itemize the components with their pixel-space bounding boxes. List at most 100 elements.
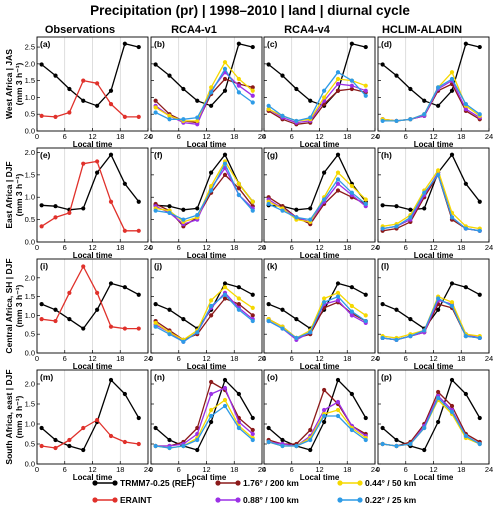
data-point	[294, 443, 299, 449]
x-tick-label: 0	[35, 354, 39, 363]
data-point	[81, 161, 86, 166]
data-point	[449, 88, 455, 93]
data-point	[39, 203, 44, 208]
data-point	[222, 152, 228, 157]
data-point	[136, 441, 141, 447]
data-point	[335, 290, 341, 295]
data-point	[449, 377, 455, 383]
data-point	[266, 439, 271, 445]
data-point	[53, 445, 58, 451]
series-line	[41, 79, 139, 118]
data-point	[122, 114, 127, 119]
series-line	[41, 282, 140, 330]
series-trmm7-0-25-ref	[266, 377, 368, 453]
data-point	[209, 407, 214, 413]
data-point	[181, 86, 186, 92]
panel-o: 0 6 12 18 24 Local time (o)	[262, 369, 379, 482]
data-point	[394, 73, 399, 78]
data-point	[250, 100, 255, 105]
data-point	[363, 44, 368, 50]
panel-label: (n)	[154, 372, 165, 382]
x-tick-label: 6	[404, 243, 408, 252]
data-point	[153, 62, 158, 67]
data-point	[436, 103, 441, 108]
data-point	[449, 70, 455, 75]
data-point	[422, 98, 427, 103]
x-tick-label: 24	[485, 243, 493, 252]
data-point	[236, 307, 241, 312]
data-point	[181, 317, 186, 322]
data-point	[322, 170, 327, 175]
data-point	[108, 377, 114, 383]
row-label-unit: (mm 3 h⁻¹)	[14, 173, 24, 216]
x-tick-label: 24	[371, 243, 379, 252]
data-point	[250, 88, 255, 93]
x-tick-label: 18	[343, 354, 351, 363]
data-point	[209, 419, 214, 425]
data-point	[53, 73, 58, 78]
x-tick-label: 0	[149, 132, 153, 141]
x-tick-label: 18	[116, 465, 124, 474]
series-line	[382, 379, 481, 451]
data-point	[250, 437, 255, 443]
data-point	[236, 296, 241, 301]
x-tick-label: 12	[88, 354, 96, 363]
legend-marker	[92, 480, 98, 486]
data-point	[209, 303, 214, 309]
x-axis-label: Local time	[300, 362, 340, 371]
y-tick-label: 1.0	[25, 193, 35, 202]
series-line	[155, 405, 254, 449]
x-tick-label: 24	[371, 354, 379, 363]
data-point	[335, 377, 341, 383]
x-tick-label: 12	[88, 243, 96, 252]
legend-marker	[357, 497, 363, 503]
data-point	[153, 443, 158, 449]
data-point	[322, 387, 327, 393]
x-tick-label: 12	[202, 354, 210, 363]
series-line	[268, 401, 367, 447]
series-trmm7-0-25-ref	[266, 152, 368, 212]
data-point	[436, 307, 441, 312]
row-label-region: South Africa, east | DJF	[4, 369, 14, 464]
y-tick-label: 0.0	[25, 127, 35, 136]
y-tick-label: 0.0	[25, 460, 35, 469]
data-point	[67, 437, 72, 443]
data-point	[335, 399, 341, 405]
data-point	[136, 199, 141, 204]
x-axis-label: Local time	[73, 362, 113, 371]
data-point	[335, 188, 341, 193]
x-axis-label: Local time	[300, 473, 340, 482]
x-axis-label: Local time	[187, 362, 227, 371]
data-point	[436, 389, 441, 395]
series-0-22-25-km	[380, 395, 482, 449]
series-0-22-25-km	[266, 177, 368, 222]
data-point	[136, 326, 141, 331]
series-0-88-100-km	[266, 181, 368, 224]
legend: TRMM7-0.25 (REF) ERAINT 1.76° / 200 km 0.88…	[92, 478, 417, 505]
x-tick-label: 6	[63, 243, 67, 252]
row-label: South Africa, east | DJF(mm 3 h⁻¹)	[4, 369, 24, 464]
series-line	[382, 174, 480, 232]
x-tick-label: 12	[315, 354, 323, 363]
y-tick-label: 1.5	[25, 292, 35, 301]
data-point	[335, 170, 341, 175]
data-point	[195, 118, 200, 124]
legend-entry-eraint: ERAINT	[92, 495, 152, 505]
data-point	[463, 433, 468, 439]
data-point	[250, 431, 255, 437]
data-point	[250, 427, 255, 433]
data-point	[380, 335, 385, 341]
data-point	[236, 76, 241, 82]
data-point	[250, 85, 255, 90]
data-point	[308, 98, 313, 103]
data-point	[81, 98, 86, 103]
data-point	[394, 443, 399, 449]
legend-label: 0.88° / 100 km	[243, 495, 299, 505]
column-title-rca4-v4: RCA4-v4	[284, 24, 331, 36]
x-axis-label: Local time	[187, 140, 227, 149]
data-point	[463, 285, 468, 290]
data-point	[122, 439, 127, 445]
panel-f: 0 6 12 18 24 Local time (f)	[149, 147, 266, 260]
series-line	[155, 297, 254, 341]
